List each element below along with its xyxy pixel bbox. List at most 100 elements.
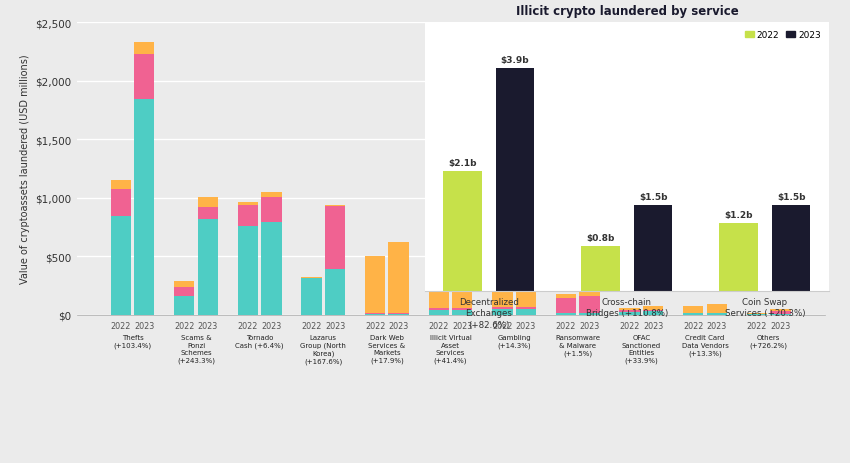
Bar: [492, 307, 513, 309]
Text: 2023: 2023: [198, 321, 218, 330]
Bar: [772, 206, 810, 292]
Text: 2022: 2022: [238, 321, 258, 330]
Bar: [683, 307, 703, 313]
Text: 2022: 2022: [365, 321, 385, 330]
Text: Lazarus
Group (North
Korea)
(+167.6%): Lazarus Group (North Korea) (+167.6%): [300, 335, 346, 364]
Y-axis label: Value of cryptoassets laundered (USD millions): Value of cryptoassets laundered (USD mil…: [20, 55, 30, 283]
Text: 2023: 2023: [580, 321, 599, 330]
Bar: [428, 308, 449, 310]
Bar: [325, 205, 345, 206]
Bar: [620, 308, 640, 311]
Bar: [238, 226, 258, 315]
Text: 2022: 2022: [428, 321, 449, 330]
Text: Gambling
(+14.3%): Gambling (+14.3%): [497, 335, 531, 349]
Text: $1.5b: $1.5b: [639, 193, 667, 202]
Bar: [643, 311, 663, 315]
Bar: [365, 314, 385, 315]
Bar: [238, 206, 258, 226]
Bar: [388, 313, 409, 314]
Bar: [719, 223, 758, 292]
Bar: [452, 308, 473, 310]
Bar: [325, 269, 345, 315]
Text: OFAC
Sanctioned
Entities
(+33.9%): OFAC Sanctioned Entities (+33.9%): [621, 335, 661, 363]
Bar: [452, 310, 473, 315]
Bar: [198, 198, 218, 207]
Bar: [198, 207, 218, 219]
Text: 2022: 2022: [620, 321, 640, 330]
Text: Credit Card
Data Vendors
(+13.3%): Credit Card Data Vendors (+13.3%): [682, 335, 728, 356]
Bar: [581, 246, 620, 292]
Text: 2023: 2023: [516, 321, 536, 330]
Title: Illicit crypto laundered by service: Illicit crypto laundered by service: [515, 5, 739, 18]
Text: Others
(+726.2%): Others (+726.2%): [750, 335, 788, 349]
Bar: [444, 172, 482, 292]
Bar: [134, 43, 155, 55]
Bar: [580, 296, 599, 313]
Bar: [643, 306, 663, 310]
Bar: [198, 219, 218, 315]
Bar: [325, 206, 345, 269]
Text: 2022: 2022: [492, 321, 513, 330]
Text: 2022: 2022: [556, 321, 576, 330]
Bar: [620, 311, 640, 312]
Text: 2023: 2023: [452, 321, 473, 330]
Text: Tornado
Cash (+6.4%): Tornado Cash (+6.4%): [235, 335, 284, 349]
Bar: [261, 193, 281, 198]
Bar: [428, 310, 449, 315]
Text: 2023: 2023: [134, 321, 155, 330]
Bar: [110, 190, 131, 217]
Text: 2023: 2023: [261, 321, 281, 330]
Bar: [302, 277, 321, 279]
Bar: [365, 313, 385, 314]
Text: $3.9b: $3.9b: [501, 56, 530, 65]
Bar: [110, 217, 131, 315]
Text: Dark Web
Services &
Markets
(+17.9%): Dark Web Services & Markets (+17.9%): [368, 335, 405, 363]
Bar: [580, 292, 599, 296]
Text: Scams &
Ponzi
Schemes
(+243.3%): Scams & Ponzi Schemes (+243.3%): [177, 335, 215, 363]
Bar: [770, 312, 790, 314]
Bar: [706, 304, 727, 313]
Bar: [516, 271, 536, 307]
Bar: [365, 257, 385, 313]
Text: $1.2b: $1.2b: [724, 210, 753, 219]
Bar: [620, 312, 640, 315]
Bar: [261, 198, 281, 223]
Text: $2.1b: $2.1b: [449, 159, 477, 168]
Bar: [634, 206, 672, 292]
Bar: [261, 223, 281, 315]
Text: 2023: 2023: [388, 321, 409, 330]
Bar: [134, 100, 155, 315]
Text: 2022: 2022: [301, 321, 321, 330]
Text: 2022: 2022: [110, 321, 131, 330]
Bar: [452, 260, 473, 308]
Bar: [580, 313, 599, 315]
Bar: [134, 55, 155, 100]
Text: Thefts
(+103.4%): Thefts (+103.4%): [113, 335, 151, 349]
Bar: [770, 310, 790, 312]
Bar: [496, 69, 535, 292]
Bar: [556, 294, 576, 298]
Bar: [174, 297, 195, 315]
Bar: [516, 307, 536, 309]
Text: 2023: 2023: [706, 321, 727, 330]
Text: 2023: 2023: [643, 321, 663, 330]
Bar: [174, 281, 195, 288]
Text: Illicit Virtual
Asset
Services
(+41.4%): Illicit Virtual Asset Services (+41.4%): [429, 335, 472, 363]
Text: 2022: 2022: [174, 321, 195, 330]
Text: 2022: 2022: [683, 321, 703, 330]
Text: 2022: 2022: [746, 321, 767, 330]
Bar: [683, 313, 703, 315]
Bar: [492, 287, 513, 307]
Bar: [428, 279, 449, 308]
Bar: [174, 288, 195, 297]
Bar: [302, 279, 321, 315]
Bar: [388, 314, 409, 315]
Legend: 2022, 2023: 2022, 2023: [741, 28, 824, 44]
Bar: [706, 313, 727, 315]
Bar: [492, 309, 513, 315]
Bar: [556, 313, 576, 315]
Text: Ransomware
& Malware
(+1.5%): Ransomware & Malware (+1.5%): [555, 335, 600, 356]
Text: $1.5b: $1.5b: [777, 193, 805, 202]
Bar: [516, 309, 536, 315]
Text: 2023: 2023: [325, 321, 345, 330]
